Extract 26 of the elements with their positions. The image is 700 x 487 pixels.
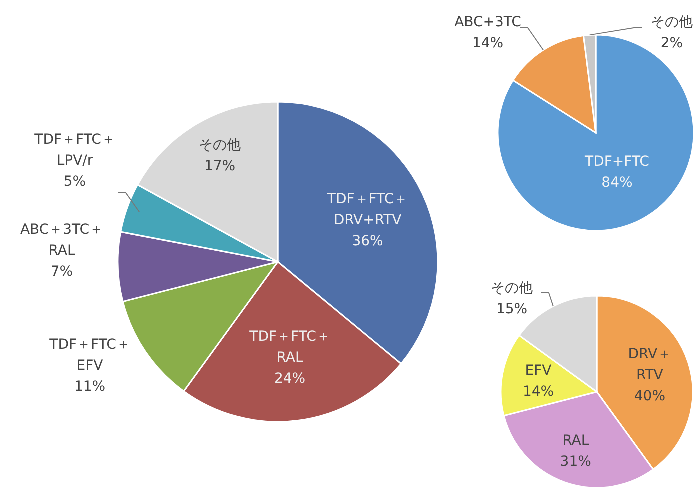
- slice-label: DRV＋ RTV: [628, 346, 672, 384]
- data-label: 40%: [634, 388, 666, 405]
- slice-label: その他: [491, 280, 533, 296]
- data-label: 5%: [64, 174, 86, 190]
- slice-label: TDF＋FTC＋ LPV/r: [34, 132, 116, 169]
- slice-label: TDF＋FTC＋ RAL: [248, 329, 330, 366]
- data-label: 84%: [602, 175, 633, 192]
- data-label: 15%: [496, 301, 528, 318]
- data-label: 7%: [50, 264, 74, 280]
- data-label: 14%: [472, 35, 504, 52]
- data-label: 36%: [352, 234, 384, 250]
- data-label: 11%: [74, 378, 106, 395]
- slice-label: ABC+3TC: [454, 14, 522, 30]
- slice-label: EFV: [525, 363, 552, 380]
- slice-label: その他: [199, 137, 241, 154]
- slice-label: TDF+FTC: [584, 154, 650, 170]
- data-label: 24%: [274, 371, 306, 388]
- slice-label: その他: [651, 14, 693, 30]
- data-label: 17%: [204, 158, 236, 174]
- data-label: 2%: [660, 35, 684, 52]
- slice-label: TDF＋FTC＋ EFV: [48, 336, 130, 374]
- data-label: 14%: [522, 384, 554, 400]
- slice-label: ABC＋3TC＋ RAL: [20, 222, 104, 259]
- slice-label: RAL: [562, 433, 590, 450]
- data-label: 31%: [560, 454, 592, 470]
- slice-label: TDF＋FTC＋ DRV+RTV: [326, 192, 408, 229]
